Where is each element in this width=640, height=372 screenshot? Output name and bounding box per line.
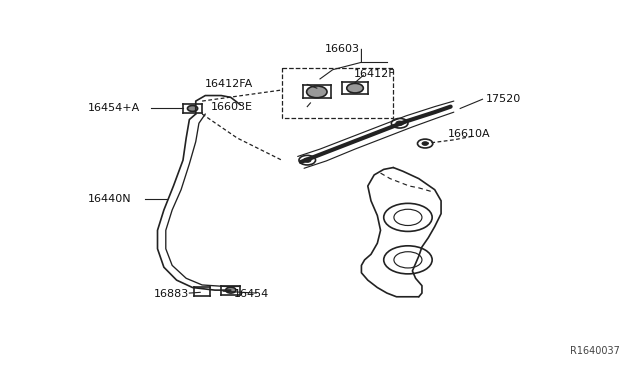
Text: 16412F: 16412F (354, 70, 396, 80)
Circle shape (303, 158, 311, 162)
Circle shape (347, 83, 364, 93)
Circle shape (226, 287, 236, 293)
Text: 16440N: 16440N (88, 194, 131, 204)
Text: 16454+A: 16454+A (88, 103, 140, 113)
Text: 17520: 17520 (486, 94, 521, 104)
Circle shape (188, 106, 198, 112)
Text: 16454: 16454 (234, 289, 269, 299)
Bar (282, 68, 394, 118)
Circle shape (307, 86, 327, 98)
Text: 16610A: 16610A (447, 129, 490, 139)
Text: R1640037: R1640037 (570, 346, 620, 356)
Text: 16603: 16603 (325, 44, 360, 54)
Circle shape (396, 121, 403, 125)
Text: 16412FA: 16412FA (205, 80, 253, 89)
Circle shape (422, 142, 428, 145)
Text: 16603E: 16603E (211, 102, 253, 112)
Text: 16883: 16883 (154, 289, 189, 299)
